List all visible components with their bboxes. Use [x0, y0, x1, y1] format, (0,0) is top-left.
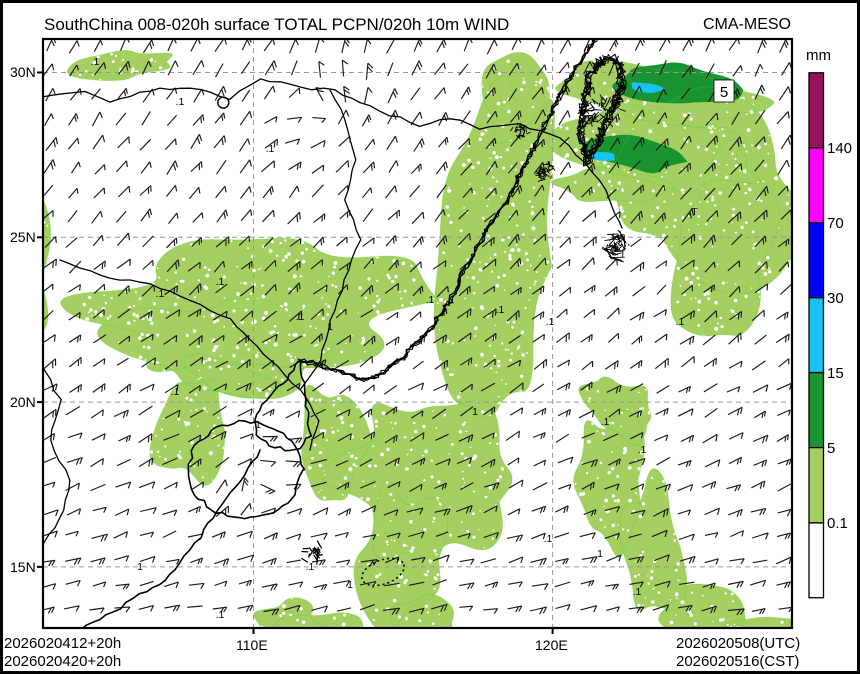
svg-text:CMA-MESO: CMA-MESO: [703, 16, 791, 33]
svg-text:.1: .1: [176, 96, 185, 108]
svg-text:5: 5: [720, 84, 728, 101]
svg-text:.1: .1: [633, 586, 642, 598]
svg-text:.1: .1: [496, 304, 505, 316]
svg-text:140: 140: [827, 140, 852, 157]
svg-text:20N: 20N: [10, 394, 36, 410]
svg-text:30: 30: [827, 290, 844, 307]
svg-text:15: 15: [827, 365, 844, 382]
svg-text:.1: .1: [306, 561, 315, 573]
svg-text:.T: .T: [688, 206, 698, 218]
svg-text:.1: .1: [171, 386, 180, 398]
svg-text:1: 1: [327, 321, 333, 333]
svg-text:0.1: 0.1: [827, 515, 848, 532]
svg-text:1: 1: [255, 419, 261, 431]
svg-text:.1: .1: [216, 276, 225, 288]
svg-text:1: 1: [472, 406, 478, 418]
svg-text:.1: .1: [546, 316, 555, 328]
svg-text:15N: 15N: [10, 559, 36, 575]
svg-text:2026020508(UTC): 2026020508(UTC): [676, 635, 800, 652]
svg-text:.1: .1: [156, 288, 165, 300]
svg-text:25N: 25N: [10, 229, 36, 245]
svg-text:1: 1: [597, 548, 603, 560]
svg-text:70: 70: [827, 215, 844, 232]
svg-text:.1: .1: [91, 56, 100, 68]
svg-text:.1: .1: [216, 609, 225, 621]
svg-text:.1: .1: [676, 316, 685, 328]
svg-text:2026020516(CST): 2026020516(CST): [676, 653, 799, 670]
svg-text:SouthChina 008-020h surface TO: SouthChina 008-020h surface TOTAL PCPN/0…: [44, 15, 509, 34]
svg-text:.1: .1: [426, 294, 435, 306]
svg-text:.1: .1: [296, 311, 305, 323]
svg-text:110E: 110E: [236, 637, 268, 653]
svg-text:.1: .1: [544, 533, 553, 545]
svg-text:30N: 30N: [10, 64, 36, 80]
svg-text:.1: .1: [601, 416, 610, 428]
svg-text:1: 1: [137, 561, 143, 573]
svg-text:5: 5: [827, 440, 835, 457]
svg-text:2026020412+20h: 2026020412+20h: [4, 635, 121, 652]
svg-text:.1: .1: [266, 143, 275, 155]
svg-text:120E: 120E: [535, 637, 568, 653]
svg-text:1: 1: [347, 579, 353, 591]
svg-text:.1: .1: [638, 444, 647, 456]
svg-text:2026020420+20h: 2026020420+20h: [4, 653, 121, 670]
svg-text:mm: mm: [806, 47, 831, 64]
